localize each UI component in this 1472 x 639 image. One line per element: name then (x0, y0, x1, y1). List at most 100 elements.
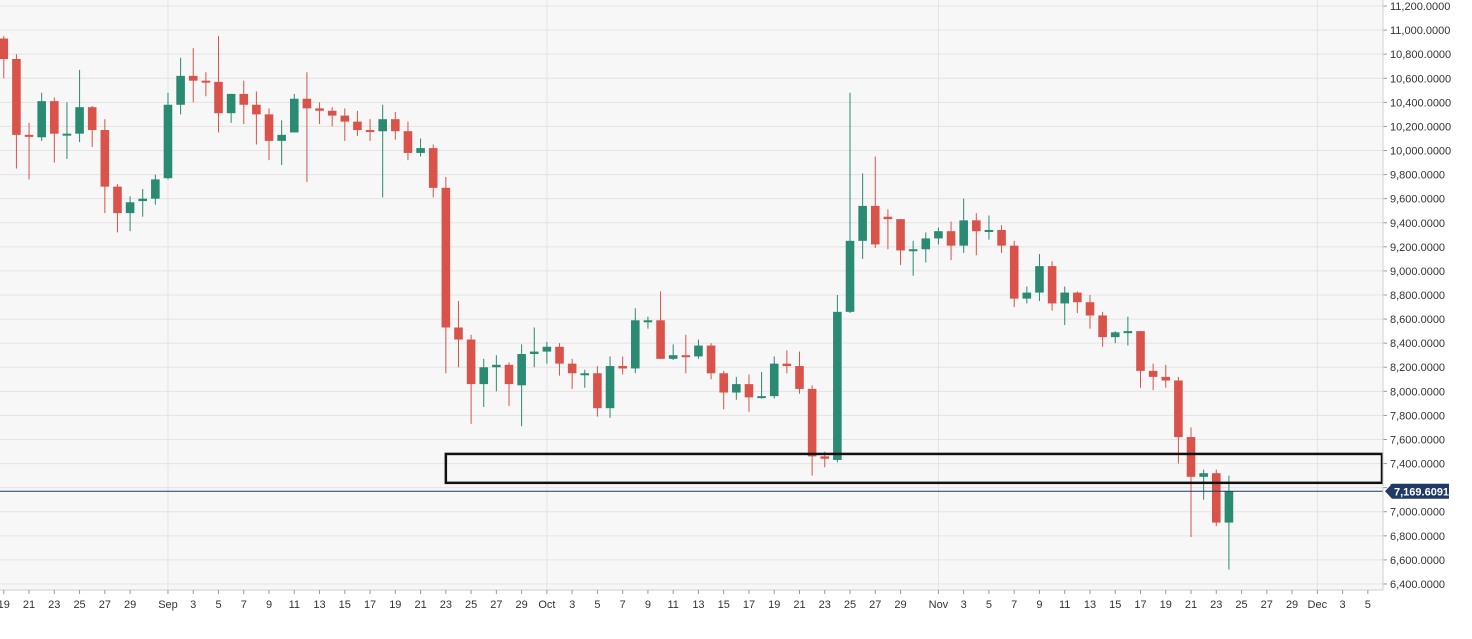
candle-body (807, 388, 817, 457)
candle-body (1073, 292, 1082, 303)
x-tick-label: 29 (515, 599, 527, 611)
candle (631, 308, 640, 374)
candle-body (567, 363, 577, 374)
candle-body (252, 104, 261, 115)
candle-body (542, 346, 552, 352)
x-tick-label: 17 (1134, 599, 1146, 611)
candle-body (1022, 292, 1032, 299)
x-tick-label: 9 (1036, 599, 1042, 611)
candle (12, 54, 21, 169)
candle-body (732, 384, 741, 393)
x-tick-label: 23 (440, 599, 452, 611)
candle (252, 91, 261, 145)
candle-body (0, 38, 9, 59)
x-tick-label: 19 (0, 599, 10, 611)
candle (668, 344, 678, 361)
candle (605, 356, 615, 418)
candle-body (277, 134, 286, 141)
candle (492, 355, 501, 392)
y-tick-label: 9,200.0000 (1390, 242, 1445, 254)
highlight-zone-box (444, 452, 1384, 485)
x-tick-label: 13 (692, 599, 704, 611)
x-tick-label: 5 (594, 599, 600, 611)
current-price-tag: 7,169.6091 (1385, 483, 1449, 499)
candle (378, 104, 387, 198)
candle (580, 369, 590, 388)
candle-body (466, 339, 476, 385)
candle-body (1199, 473, 1208, 477)
candle (593, 366, 602, 417)
x-tick-label: 21 (23, 599, 35, 611)
candle (1085, 295, 1095, 329)
candle (946, 221, 956, 261)
candle (201, 72, 211, 97)
candle-body (163, 104, 173, 179)
y-tick-label: 10,200.0000 (1390, 121, 1451, 133)
candle-body (1211, 473, 1221, 523)
candle-body (795, 366, 804, 389)
candle (1009, 240, 1019, 308)
candle (795, 351, 804, 394)
candle-body (984, 229, 994, 232)
candle (454, 301, 463, 368)
candle (858, 173, 867, 259)
x-tick-label: 17 (743, 599, 755, 611)
candle-body (921, 238, 931, 250)
candle (504, 362, 514, 406)
x-tick-label: 7 (241, 599, 247, 611)
candle-body (1123, 331, 1133, 334)
candle (188, 48, 198, 103)
y-axis-tick-labels: 6,400.0000 6,600.0000 6,800.0000 7,000.0000… (1382, 0, 1451, 591)
y-tick-label: 9,400.0000 (1390, 218, 1445, 230)
x-tick-label: 25 (844, 599, 856, 611)
x-tick-label: 19 (768, 599, 780, 611)
candle-body (618, 366, 627, 369)
current-price-tag-background (1385, 483, 1449, 499)
candle-body (151, 179, 160, 199)
candle (1073, 291, 1082, 314)
candle (567, 358, 577, 389)
x-tick-label: 23 (48, 599, 60, 611)
candle (529, 327, 539, 368)
y-tick-label: 10,000.0000 (1390, 146, 1451, 158)
candle (113, 184, 122, 233)
candle-body (706, 345, 716, 374)
candle-body (605, 366, 615, 409)
candle-body (416, 148, 425, 153)
x-tick-label: 25 (73, 599, 85, 611)
candle (883, 209, 893, 250)
x-tick-label: 27 (1261, 599, 1273, 611)
candle-body (428, 148, 438, 188)
candle-body (631, 320, 640, 369)
candle (466, 334, 476, 424)
y-tick-label: 7,400.0000 (1390, 459, 1445, 471)
x-tick-label: 3 (569, 599, 575, 611)
candle-body (113, 186, 122, 214)
candle (517, 344, 526, 427)
x-tick-label: 21 (414, 599, 426, 611)
candle (643, 316, 653, 329)
candle-body (858, 205, 867, 241)
candle-body (946, 231, 956, 246)
candle (681, 334, 691, 374)
candle (959, 198, 968, 253)
y-tick-label: 9,600.0000 (1390, 194, 1445, 206)
x-tick-label: 3 (190, 599, 196, 611)
candle (1174, 376, 1183, 464)
x-tick-label: 9 (645, 599, 651, 611)
x-tick-label: 25 (465, 599, 477, 611)
candle (277, 120, 286, 165)
candle-body (1136, 331, 1145, 371)
candle (226, 93, 236, 123)
x-tick-label: 19 (389, 599, 401, 611)
x-tick-label: 5 (1365, 599, 1371, 611)
candle (100, 119, 110, 214)
candle (416, 138, 425, 157)
candle (1022, 286, 1032, 304)
x-tick-label: 21 (1185, 599, 1197, 611)
candle (1060, 286, 1070, 326)
candle-body (1009, 245, 1019, 299)
candle (1035, 254, 1044, 302)
horizontal-gridlines (0, 5, 1383, 585)
candle-body (580, 373, 590, 376)
